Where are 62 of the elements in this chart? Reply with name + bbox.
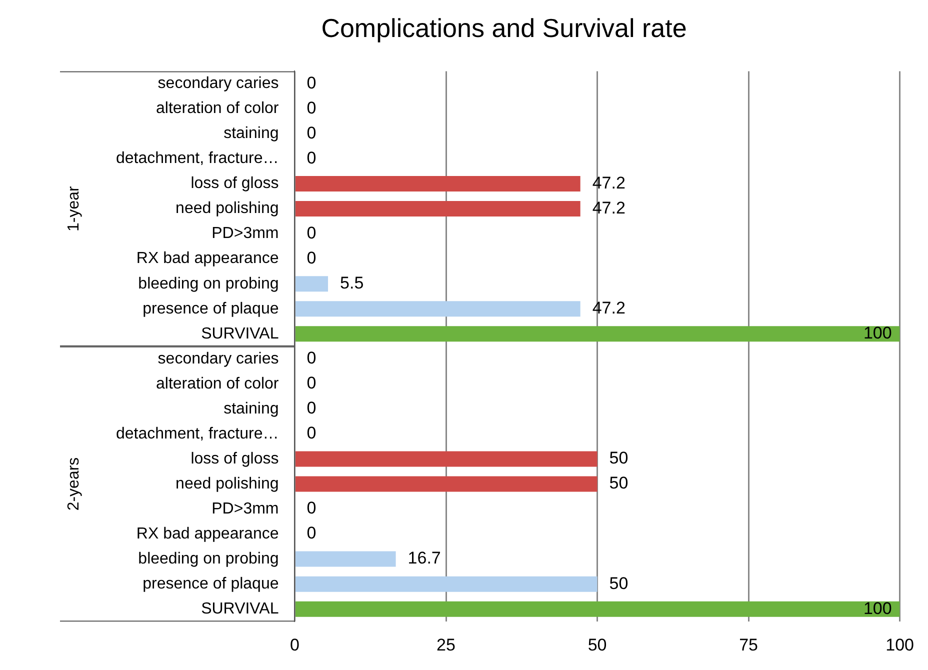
data-label: 0 xyxy=(306,348,316,368)
data-label: 0 xyxy=(306,524,316,543)
bar xyxy=(295,601,900,617)
y-tick-label: loss of gloss xyxy=(190,450,279,468)
y-tick-label: presence of plaque xyxy=(142,300,279,318)
bar xyxy=(295,551,396,567)
y-tick-label: bleeding on probing xyxy=(138,275,279,292)
y-tick-label: RX bad appearance xyxy=(136,525,279,542)
data-label: 50 xyxy=(609,474,628,493)
data-label: 0 xyxy=(306,224,316,243)
data-label: 47.2 xyxy=(592,198,626,218)
data-label: 0 xyxy=(306,73,316,92)
y-tick-label: secondary caries xyxy=(158,75,279,92)
y-tick-label: need polishing xyxy=(176,475,279,492)
data-label: 0 xyxy=(306,498,316,518)
text: 1-year xyxy=(65,185,82,232)
x-tick-label: 75 xyxy=(739,635,758,654)
data-label: 0 xyxy=(306,248,316,268)
x-tick-label: 0 xyxy=(290,635,300,654)
y-tick-label: PD>3mm xyxy=(212,500,279,518)
bar xyxy=(295,176,580,192)
bar xyxy=(295,301,580,317)
y-tick-label: staining xyxy=(224,400,279,418)
x-tick-label: 100 xyxy=(886,635,914,654)
data-label: 47.2 xyxy=(592,298,626,318)
data-label: 5.5 xyxy=(340,274,364,293)
chart-title: Complications and Survival rate xyxy=(321,12,687,43)
data-label: 50 xyxy=(609,574,628,593)
bar xyxy=(295,451,598,467)
data-label: 0 xyxy=(306,398,316,418)
y-tick-label: alteration of color xyxy=(156,100,280,118)
bar xyxy=(295,576,598,592)
y-tick-label: RX bad appearance xyxy=(136,250,279,268)
data-label: 0 xyxy=(306,424,316,443)
text: 2-years xyxy=(65,457,82,511)
data-label: 16.7 xyxy=(408,548,441,568)
y-tick-label: staining xyxy=(224,125,279,142)
data-label: 47.2 xyxy=(592,173,626,192)
data-label: 0 xyxy=(306,123,316,142)
x-tick-label: 25 xyxy=(436,635,456,654)
data-label: 100 xyxy=(863,598,892,618)
y-tick-label: SURVIVAL xyxy=(201,600,279,618)
data-label: 50 xyxy=(609,448,628,468)
bar xyxy=(295,276,328,292)
y-tick-label: detachment, fracture… xyxy=(116,150,279,168)
x-tick-label: 50 xyxy=(588,635,607,654)
y-tick-label: secondary caries xyxy=(158,350,279,368)
data-label: 0 xyxy=(306,374,316,393)
y-tick-label: bleeding on probing xyxy=(138,550,279,568)
y-tick-label: alteration of color xyxy=(156,375,280,392)
data-label: 0 xyxy=(306,98,316,118)
y-tick-label: detachment, fracture… xyxy=(116,425,279,442)
data-label: 100 xyxy=(863,324,892,343)
y-tick-label: SURVIVAL xyxy=(201,325,279,342)
bar xyxy=(295,201,580,217)
bar xyxy=(295,476,598,492)
y-tick-label: loss of gloss xyxy=(190,175,279,192)
data-label: 0 xyxy=(306,148,316,168)
bar xyxy=(295,326,900,342)
y-tick-label: need polishing xyxy=(176,200,279,218)
y-tick-label: PD>3mm xyxy=(212,225,279,242)
y-tick-label: presence of plaque xyxy=(142,575,279,592)
